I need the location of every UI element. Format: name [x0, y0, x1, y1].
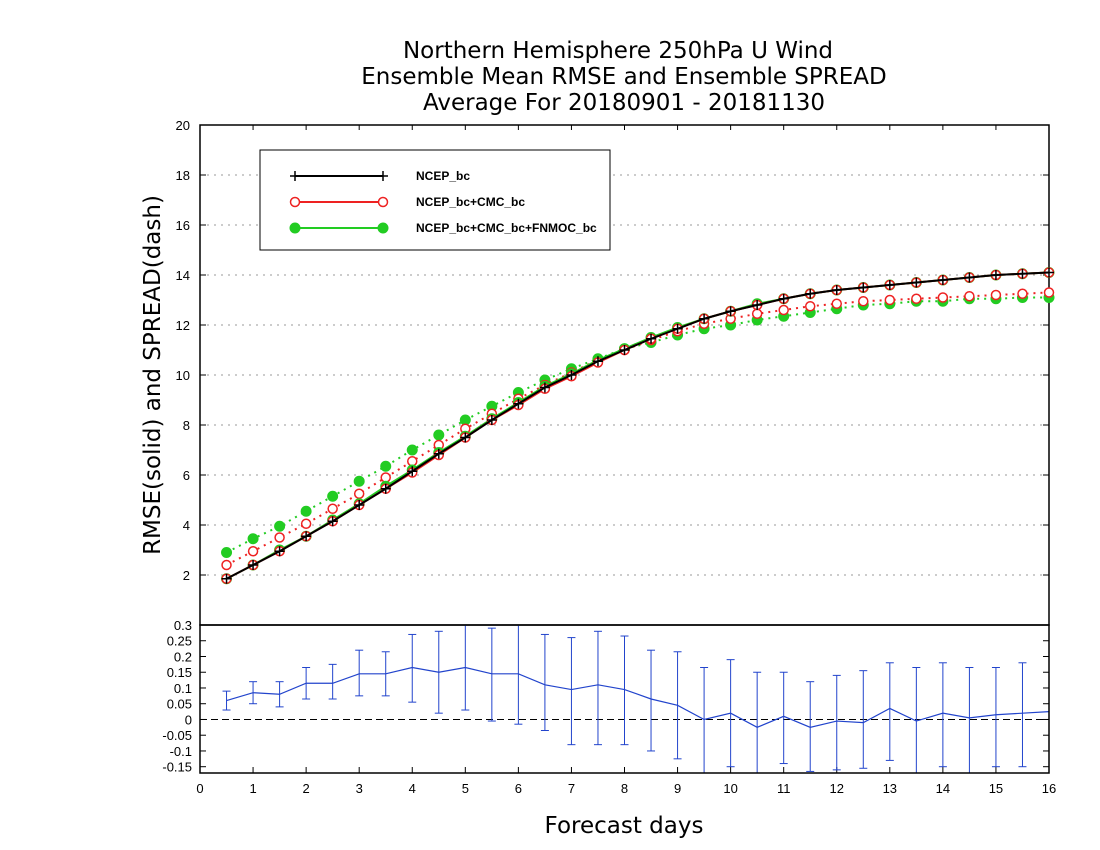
spread-point: [884, 294, 896, 306]
chart-subtitle: Ensemble Mean RMSE and Ensemble SPREAD: [361, 64, 886, 90]
y-tick-label: 0.05: [167, 697, 192, 712]
spread-point: [937, 292, 949, 303]
spread-point: [911, 293, 922, 304]
spread-point: [274, 532, 285, 543]
spread-point: [778, 304, 789, 316]
spread-point: [380, 460, 392, 472]
y-tick-label: 16: [176, 218, 190, 233]
x-tick-label: 13: [883, 781, 897, 796]
x-tick-label: 9: [674, 781, 681, 796]
y-tick-label: 6: [183, 468, 190, 483]
y-tick-label: -0.05: [162, 728, 192, 743]
spread-point: [300, 505, 312, 517]
y-tick-label: 10: [176, 368, 190, 383]
y-tick-label: 0.3: [174, 618, 192, 633]
x-tick-label: 10: [723, 781, 737, 796]
y-tick-label: 0.15: [167, 665, 192, 680]
spread-point: [327, 503, 338, 514]
x-tick-label: 7: [568, 781, 575, 796]
y-tick-label: -0.1: [170, 744, 192, 759]
spread-point: [407, 456, 418, 467]
spread-point: [274, 520, 286, 532]
x-tick-label: 0: [196, 781, 203, 796]
y-tick-label: -0.15: [162, 760, 192, 775]
spread-point: [433, 429, 445, 441]
y-axis-label: RMSE(solid) and SPREAD(dash): [140, 195, 166, 555]
rmse-line: [226, 271, 1050, 580]
spread-point: [221, 559, 232, 571]
x-tick-label: 8: [621, 781, 628, 796]
legend-label: NCEP_bc+CMC_bc: [416, 195, 525, 209]
x-tick-label: 15: [989, 781, 1003, 796]
y-tick-label: 2: [183, 568, 190, 583]
y-tick-label: 4: [183, 518, 190, 533]
y-tick-label: 0.25: [167, 634, 192, 649]
y-tick-label: 12: [176, 318, 190, 333]
legend-marker: [289, 196, 301, 208]
x-tick-label: 3: [356, 781, 363, 796]
x-tick-label: 5: [462, 781, 469, 796]
legend-label: NCEP_bc: [416, 169, 470, 183]
y-tick-label: 8: [183, 418, 190, 433]
spread-point: [751, 308, 763, 319]
x-tick-label: 16: [1042, 781, 1056, 796]
x-tick-label: 4: [409, 781, 416, 796]
spread-point: [964, 291, 975, 302]
y-tick-label: 0: [185, 712, 192, 727]
spread-point: [247, 546, 259, 557]
rmse-line: [226, 271, 1050, 580]
legend-label: NCEP_bc+CMC_bc+FNMOC_bc: [416, 221, 597, 235]
plot-frame: [199, 624, 1050, 774]
chart-subtitle-2: Average For 20180901 - 20181130: [423, 90, 825, 116]
legend-marker: [289, 222, 301, 234]
spread-point: [1043, 287, 1055, 298]
x-tick-label: 11: [777, 781, 791, 796]
x-tick-label: 1: [249, 781, 256, 796]
chart-title: Northern Hemisphere 250hPa U Wind: [403, 38, 833, 64]
rmse-spread-panel: 2 4 6 8 10 12 14 16 18 20: [176, 118, 1055, 626]
x-tick-label: 6: [515, 781, 522, 796]
spread-point: [380, 472, 391, 483]
legend-marker: [377, 222, 389, 234]
x-tick-label: 2: [303, 781, 310, 796]
difference-line: [226, 666, 1050, 729]
spread-point: [804, 301, 816, 312]
x-tick-label: 14: [936, 781, 950, 796]
x-tick-label: 12: [830, 781, 844, 796]
legend: NCEP_bc NCEP_bc+CMC_bc NCEP_bc+CMC_bc+FNMO…: [259, 149, 611, 251]
x-axis-label: Forecast days: [545, 813, 704, 839]
spread-point: [247, 533, 259, 545]
spread-point: [327, 490, 339, 502]
spread-point: [221, 547, 233, 558]
y-tick-label: 0.2: [174, 649, 192, 664]
y-tick-label: 0.1: [174, 681, 192, 696]
spread-line: [226, 291, 1050, 566]
spread-line: [226, 296, 1049, 554]
spread-point: [406, 444, 418, 456]
y-tick-label: 20: [176, 118, 190, 133]
spread-point: [1017, 288, 1028, 299]
rmse-line: [226, 271, 1050, 580]
y-tick-label: 18: [176, 168, 190, 183]
spread-point: [990, 289, 1002, 301]
spread-point: [831, 298, 842, 309]
spread-point: [353, 475, 365, 487]
y-tick-label: 14: [176, 268, 190, 283]
spread-point: [858, 296, 869, 307]
legend-box: [259, 149, 611, 251]
spread-point: [353, 488, 365, 499]
spread-point: [300, 518, 312, 529]
legend-marker: [377, 196, 389, 208]
